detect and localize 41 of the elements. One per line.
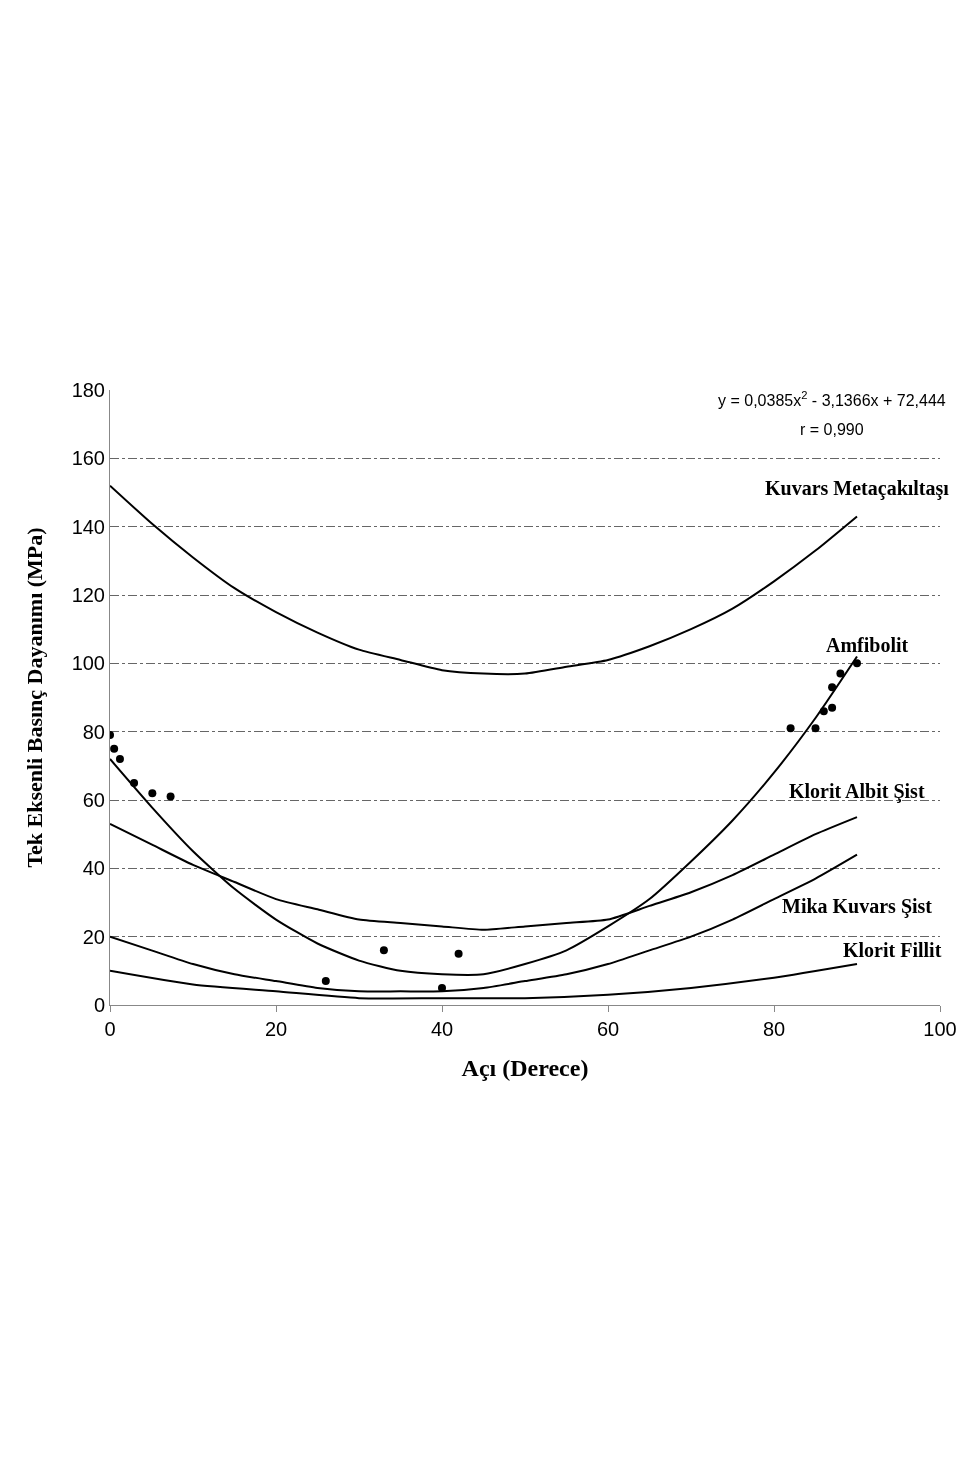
x-tick-label: 100: [923, 1018, 957, 1040]
point: [110, 744, 119, 753]
point: [853, 659, 861, 668]
point: [115, 755, 124, 763]
point: [321, 977, 330, 986]
x-axis-title: Açı (Derece): [461, 1055, 589, 1082]
y-tick-label: 60: [82, 789, 105, 811]
y-tick-label: 0: [93, 994, 105, 1016]
x-tick-label: 60: [596, 1018, 620, 1040]
annotation: y = 0,0385x$^{2}$ - 3,1366x + 72,444: [718, 389, 946, 409]
y-tick-label: 80: [82, 720, 105, 743]
annotation: r = 0,990: [800, 421, 864, 438]
series-label: Klorit Albit Şist: [789, 780, 925, 803]
series-label: Mika Kuvars Şist: [782, 895, 933, 918]
point: [454, 949, 463, 958]
y-tick-label: 40: [82, 857, 105, 880]
y-tick-label: 140: [71, 515, 105, 538]
point: [828, 683, 837, 692]
y-tick-label: 180: [71, 379, 105, 401]
line-series: [110, 963, 858, 1000]
point: [148, 789, 157, 798]
y-tick-label: 120: [71, 584, 105, 606]
point: [786, 724, 795, 733]
y-tick-label: 100: [71, 652, 105, 675]
point: [819, 707, 828, 716]
x-tick-label: 40: [430, 1018, 454, 1040]
point: [166, 792, 175, 801]
point: [130, 778, 139, 787]
point: [811, 724, 820, 733]
y-axis-title: Tek Eksenli Basınç Dayanımı (MPa): [22, 527, 48, 868]
y-tick-label: 20: [82, 925, 105, 948]
y-tick-label: 160: [71, 447, 105, 470]
series-label: Amfibolit: [826, 634, 909, 656]
point: [438, 983, 446, 992]
point: [836, 669, 845, 678]
point: [828, 703, 837, 712]
x-tick-label: 20: [264, 1018, 288, 1040]
point: [379, 946, 388, 955]
x-tick-label: 80: [762, 1018, 786, 1040]
series-label: Kuvars Metaçakıltaşı: [765, 477, 950, 500]
series-label: Klorit Fillit: [843, 939, 942, 961]
